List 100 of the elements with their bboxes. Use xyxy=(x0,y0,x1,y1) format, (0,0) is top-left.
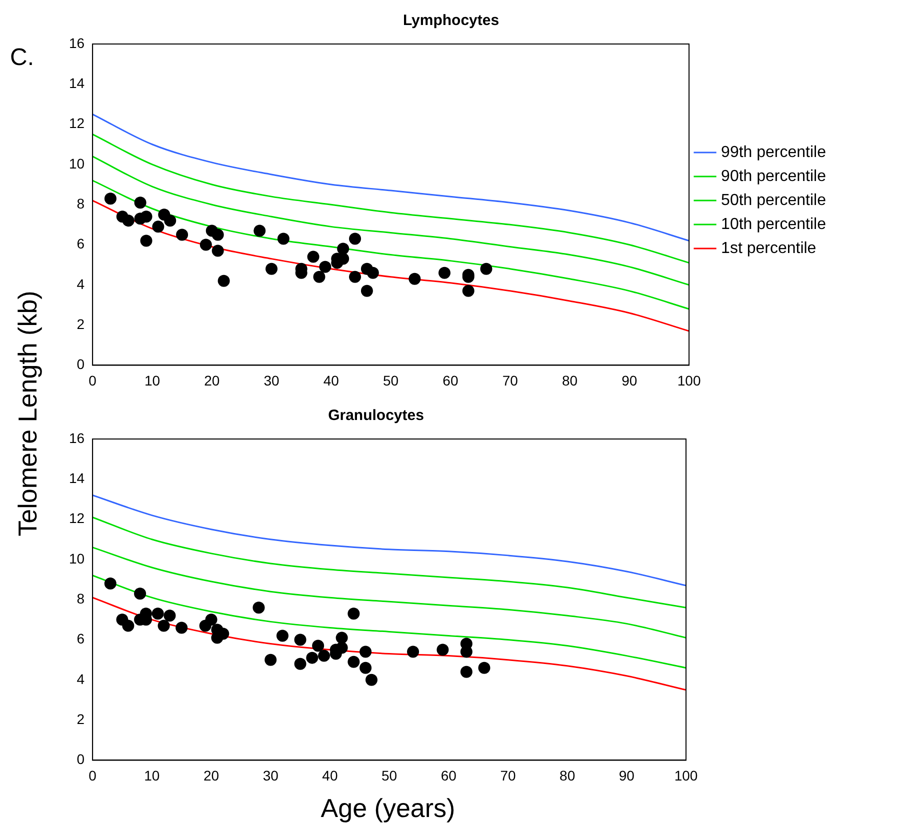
y-tick-label: 14 xyxy=(68,75,85,92)
chart-title: Lymphocytes xyxy=(402,12,500,30)
x-tick-label: 50 xyxy=(381,767,398,784)
x-tick-label: 30 xyxy=(264,372,280,388)
point xyxy=(460,666,472,678)
point xyxy=(478,662,490,674)
x-tick-label: 60 xyxy=(440,767,457,784)
point xyxy=(313,270,326,283)
y-tick-label: 10 xyxy=(68,155,85,172)
point xyxy=(407,646,420,658)
point xyxy=(366,266,379,279)
point xyxy=(205,614,218,626)
point xyxy=(140,234,152,247)
point xyxy=(294,634,306,646)
x-tick-label: 0 xyxy=(88,372,97,388)
x-tick-label: 70 xyxy=(500,767,516,784)
y-tick-label: 8 xyxy=(76,590,85,606)
point xyxy=(436,644,449,656)
x-tick-label: 80 xyxy=(562,372,578,388)
point xyxy=(254,224,266,237)
point xyxy=(408,272,421,285)
point xyxy=(306,652,318,664)
point xyxy=(176,622,188,634)
y-tick-label: 14 xyxy=(68,470,85,486)
x-tick-label: 10 xyxy=(144,372,160,388)
y-tick-label: 0 xyxy=(76,356,85,372)
point xyxy=(438,266,450,279)
point xyxy=(277,232,290,245)
x-tick-label: 50 xyxy=(383,372,399,388)
point xyxy=(104,578,116,590)
point xyxy=(318,650,330,662)
point xyxy=(252,602,265,614)
point xyxy=(122,620,134,632)
y-tick-label: 6 xyxy=(76,236,85,252)
point xyxy=(348,608,360,620)
point xyxy=(104,192,116,205)
point xyxy=(294,658,306,670)
legend-label: 99th percentile xyxy=(721,144,826,161)
point xyxy=(140,210,152,223)
y-tick-label: 0 xyxy=(76,751,85,768)
point xyxy=(360,646,372,658)
line-series xyxy=(92,156,690,286)
y-tick-label: 16 xyxy=(68,34,85,51)
point xyxy=(319,260,332,273)
point xyxy=(337,242,350,255)
point xyxy=(349,232,362,245)
legend-label: 1st percentile xyxy=(721,240,816,257)
point xyxy=(264,654,277,666)
point xyxy=(158,620,170,632)
legend-label: 10th percentile xyxy=(721,216,826,233)
x-tick-label: 100 xyxy=(674,767,698,784)
x-tick-label: 0 xyxy=(88,767,97,784)
y-tick-label: 6 xyxy=(76,630,85,647)
point xyxy=(480,262,492,275)
point xyxy=(176,228,188,241)
point xyxy=(276,630,288,642)
line-series xyxy=(92,134,690,264)
point xyxy=(134,196,146,209)
point xyxy=(312,640,324,652)
line-series xyxy=(92,546,686,638)
point xyxy=(164,214,176,227)
y-tick-label: 2 xyxy=(76,316,85,332)
x-tick-label: 20 xyxy=(204,372,220,388)
chart-title: Granulocytes xyxy=(328,407,424,424)
y-tick-label: 4 xyxy=(76,276,85,292)
x-tick-label: 40 xyxy=(322,767,338,784)
y-tick-label: 12 xyxy=(68,510,85,526)
point xyxy=(336,632,348,644)
line-series xyxy=(92,494,686,586)
x-tick-label: 30 xyxy=(262,767,279,784)
y-tick-label: 4 xyxy=(76,670,85,687)
line-series xyxy=(92,114,690,242)
y-axis-title: Telomere Length (kb) xyxy=(12,290,44,538)
line-series xyxy=(92,200,690,332)
point xyxy=(152,220,164,233)
x-tick-label: 60 xyxy=(442,372,458,388)
x-tick-label: 90 xyxy=(618,767,635,784)
point xyxy=(200,238,212,251)
point xyxy=(462,284,474,297)
line-series xyxy=(92,516,686,608)
x-tick-label: 40 xyxy=(323,372,340,388)
point xyxy=(134,588,146,600)
point xyxy=(212,244,224,257)
point xyxy=(307,250,320,263)
y-tick-label: 10 xyxy=(68,550,85,566)
y-tick-label: 12 xyxy=(68,115,85,132)
point xyxy=(360,662,372,674)
legend-label: 90th percentile xyxy=(721,168,826,185)
point xyxy=(152,608,164,620)
x-tick-label: 70 xyxy=(502,372,518,388)
point xyxy=(212,228,224,241)
point xyxy=(336,642,348,654)
point xyxy=(218,274,230,287)
point xyxy=(266,262,278,275)
point xyxy=(122,214,134,227)
x-tick-label: 90 xyxy=(622,372,638,388)
text: C. xyxy=(10,44,34,72)
line-series xyxy=(92,574,686,669)
point xyxy=(348,656,360,668)
legend-label: 50th percentile xyxy=(721,192,826,209)
